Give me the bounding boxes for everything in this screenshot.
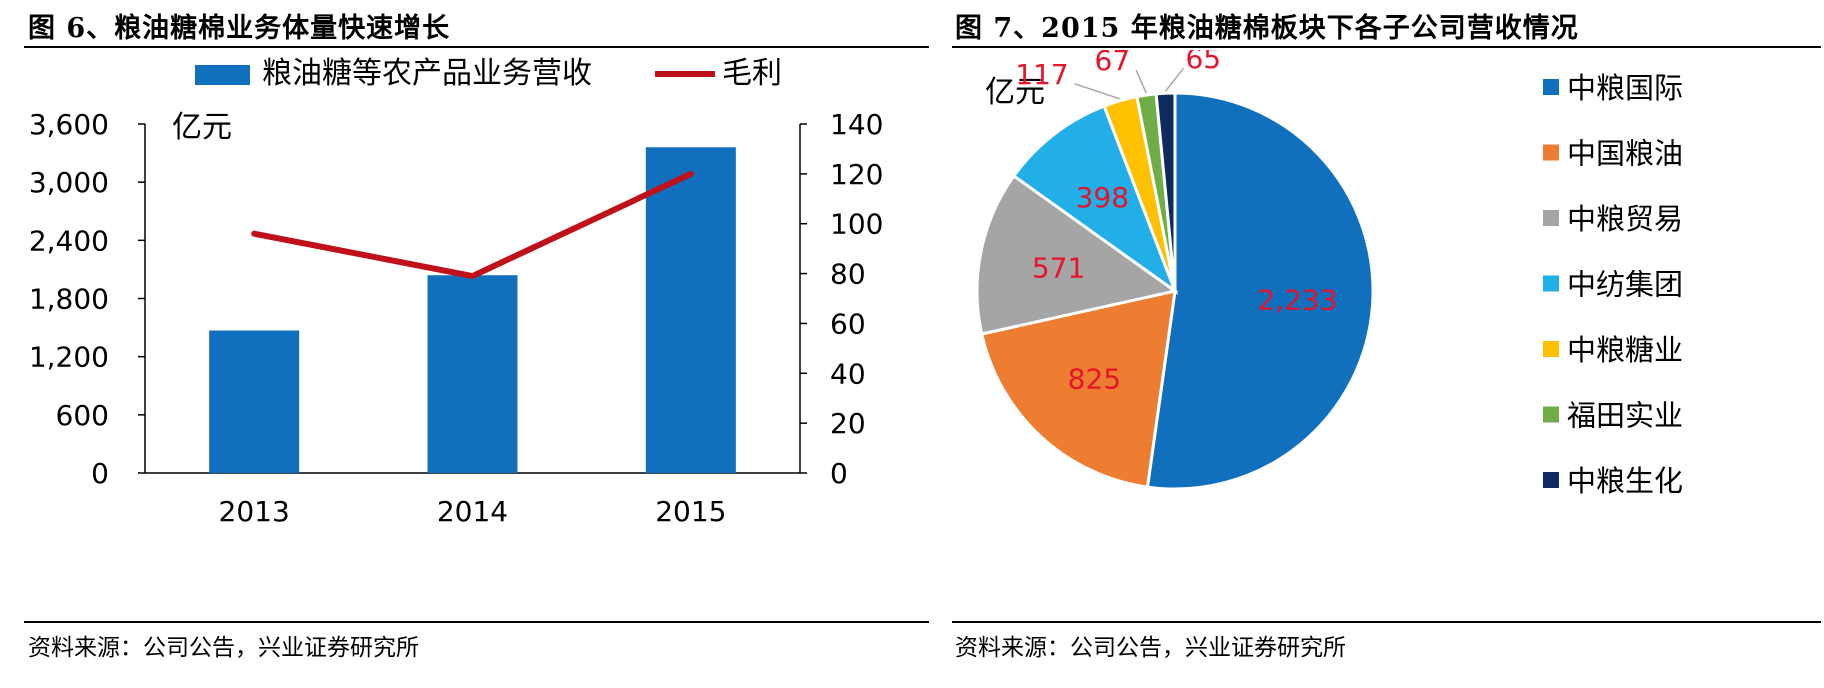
legend-swatch xyxy=(1543,341,1559,357)
pie-value-label: 571 xyxy=(1032,251,1085,284)
pie-leader-line xyxy=(1164,67,1185,92)
pie-leader-lines xyxy=(1074,67,1185,100)
pie-value-labels: 2,233 825 571 398 117 67 65 xyxy=(1015,50,1337,395)
legend-swatch xyxy=(1543,79,1559,95)
legend-label: 中国粮油 xyxy=(1567,137,1683,171)
legend-swatch xyxy=(1543,275,1559,292)
gross-profit-line xyxy=(253,171,693,280)
left-tick-label: 0 xyxy=(91,457,109,490)
right-tick-label: 100 xyxy=(830,208,883,241)
revenue-gross-profit-chart: 粮油糖等农产品业务营收 毛利 亿元 06001,2001,8002,4003,0… xyxy=(29,56,884,528)
line-series xyxy=(251,170,694,280)
left-axis-ticks: 0 600 1,200 1,800 2,400 3,000 3,600 xyxy=(29,108,145,490)
legend-label: 福田实业 xyxy=(1567,399,1683,433)
figure-7-title: 图 7、2015 年粮油糖棉板块下各子公司营收情况 xyxy=(955,13,1579,44)
left-tick-label: 3,000 xyxy=(29,166,109,199)
right-axis-ticks: 0 20 40 60 80 100 120 140 xyxy=(800,108,883,490)
right-tick-label: 40 xyxy=(830,357,866,390)
right-tick-label: 20 xyxy=(830,407,866,440)
right-tick-label: 80 xyxy=(830,258,866,291)
gross-profit-point-2013 xyxy=(251,230,258,237)
subsidiary-revenue-pie: 亿元 2,233 825 571 398 117 67 65 中粮国际中国粮油中粮贸易中纺集… xyxy=(975,50,1683,498)
legend-swatch xyxy=(1543,406,1559,423)
x-tick-label: 2013 xyxy=(219,495,290,528)
x-axis-labels: 2013 2014 2015 xyxy=(219,495,727,528)
legend-label: 中粮生化 xyxy=(1567,464,1683,498)
pie-slice-3 xyxy=(975,173,1179,336)
pie-leader-line xyxy=(1135,69,1147,94)
source-rule xyxy=(952,621,1821,623)
right-tick-label: 140 xyxy=(830,108,883,141)
pie-value-label: 67 xyxy=(1095,50,1131,77)
right-tick-label: 0 xyxy=(830,457,848,490)
legend-label: 中粮糖业 xyxy=(1567,333,1683,367)
left-tick-label: 1,200 xyxy=(29,341,109,374)
bar-series xyxy=(209,147,736,473)
x-tick-label: 2015 xyxy=(655,495,726,528)
bar-2014 xyxy=(427,275,518,473)
bar-2013 xyxy=(209,330,300,473)
left-tick-label: 3,600 xyxy=(29,108,109,141)
pie-slice-2 xyxy=(979,289,1177,489)
figure-6-title: 图 6、粮油糖棉业务体量快速增长 xyxy=(28,13,451,44)
y-unit-label: 亿元 xyxy=(172,110,232,145)
gross-profit-point-2015 xyxy=(687,170,694,177)
left-tick-label: 600 xyxy=(56,399,109,432)
gross-profit-point-2014 xyxy=(469,273,476,280)
left-tick-label: 1,800 xyxy=(29,283,109,316)
figure-6-panel: 图 6、粮油糖棉业务体量快速增长 粮油糖等农产品业务营收 毛利 亿元 0 600 1… xyxy=(24,13,929,661)
pie-slice-4 xyxy=(1011,104,1179,296)
legend-bar-label: 粮油糖等农产品业务营收 xyxy=(262,56,592,91)
pie-value-label: 398 xyxy=(1076,181,1129,214)
right-tick-label: 60 xyxy=(830,307,866,340)
pie-unit-label: 亿元 xyxy=(985,75,1045,110)
pie-slice-1 xyxy=(1145,91,1375,491)
source-rule xyxy=(24,621,929,623)
legend-bar-swatch xyxy=(195,65,250,85)
title-rule xyxy=(952,46,1821,48)
legend-label: 中纺集团 xyxy=(1567,268,1683,302)
pie-slice-7 xyxy=(1154,91,1177,292)
pie-value-label: 117 xyxy=(1015,58,1068,91)
pie-leader-line xyxy=(1074,83,1120,100)
legend-swatch xyxy=(1543,144,1559,161)
right-tick-label: 120 xyxy=(830,158,883,191)
legend-label: 中粮国际 xyxy=(1567,71,1683,105)
figure-7-panel: 图 7、2015 年粮油糖棉板块下各子公司营收情况 亿元 2,233 825 571… xyxy=(952,0,1824,688)
x-tick-label: 2014 xyxy=(437,495,508,528)
legend-line-label: 毛利 xyxy=(722,56,782,91)
pie-value-label: 825 xyxy=(1068,362,1121,395)
pie-value-label: 65 xyxy=(1185,50,1221,75)
legend-swatch xyxy=(1543,210,1559,226)
bar-2015 xyxy=(645,147,736,473)
pie-slices xyxy=(975,91,1375,491)
figure-7-source: 资料来源：公司公告，兴业证券研究所 xyxy=(955,635,1346,661)
legend-label: 中粮贸易 xyxy=(1567,202,1683,236)
left-tick-label: 2,400 xyxy=(29,224,109,257)
legend-swatch xyxy=(1543,472,1559,488)
figure-6-source: 资料来源：公司公告，兴业证券研究所 xyxy=(28,635,419,661)
pie-value-label: 2,233 xyxy=(1257,284,1337,317)
title-rule xyxy=(24,46,929,48)
bar-chart-legend: 粮油糖等农产品业务营收 毛利 xyxy=(195,56,782,91)
